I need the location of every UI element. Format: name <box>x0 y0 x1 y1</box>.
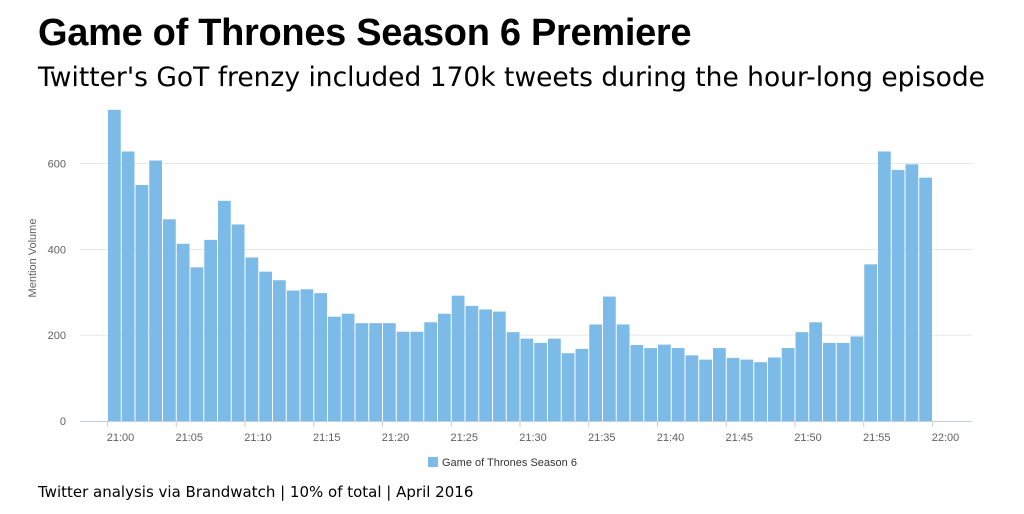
bar[interactable] <box>781 348 795 421</box>
bar[interactable] <box>231 224 245 421</box>
legend-label: Game of Thrones Season 6 <box>442 457 577 469</box>
bar[interactable] <box>520 338 534 421</box>
bar[interactable] <box>603 296 616 421</box>
bar[interactable] <box>121 151 135 422</box>
chart-title: Game of Thrones Season 6 Premiere <box>38 12 692 54</box>
y-axis-title: Mention Volume <box>27 219 39 298</box>
bar[interactable] <box>823 342 836 421</box>
bar[interactable] <box>713 348 726 421</box>
bar[interactable] <box>245 257 259 421</box>
bar[interactable] <box>451 295 465 421</box>
bar[interactable] <box>561 353 575 421</box>
bar[interactable] <box>355 323 369 421</box>
bar[interactable] <box>809 322 822 421</box>
bar[interactable] <box>149 160 162 422</box>
bar[interactable] <box>616 324 630 421</box>
source-note: Twitter analysis via Brandwatch | 10% of… <box>38 483 474 501</box>
y-tick-label: 600 <box>48 159 66 171</box>
bar[interactable] <box>493 311 506 421</box>
bar[interactable] <box>396 331 410 421</box>
x-tick-label: 21:50 <box>794 432 822 444</box>
bar[interactable] <box>699 359 712 421</box>
x-tick-label: 21:55 <box>863 432 891 444</box>
bar[interactable] <box>685 355 699 421</box>
x-tick-label: 21:35 <box>588 432 616 444</box>
bars <box>108 109 932 422</box>
bar[interactable] <box>314 293 327 421</box>
x-tick-label: 21:05 <box>175 432 203 444</box>
bar[interactable] <box>630 345 644 421</box>
bar[interactable] <box>878 151 891 422</box>
bar[interactable] <box>300 289 314 421</box>
bar[interactable] <box>506 332 520 421</box>
bar[interactable] <box>479 309 492 421</box>
x-tick-label: 21:25 <box>450 432 478 444</box>
bar[interactable] <box>589 324 602 421</box>
bar[interactable] <box>850 336 864 421</box>
x-tick-label: 21:40 <box>657 432 685 444</box>
x-tick-label: 21:20 <box>382 432 410 444</box>
bar[interactable] <box>548 338 561 421</box>
bar[interactable] <box>424 322 437 421</box>
bar[interactable] <box>218 200 231 421</box>
bar[interactable] <box>108 109 121 421</box>
bar[interactable] <box>383 323 396 421</box>
bar[interactable] <box>726 357 740 421</box>
bar[interactable] <box>328 316 341 421</box>
x-tick-label: 21:30 <box>519 432 547 444</box>
bar[interactable] <box>273 280 286 421</box>
bar[interactable] <box>341 313 355 421</box>
x-tick-label: 21:45 <box>725 432 753 444</box>
y-tick-label: 400 <box>48 244 66 256</box>
bar[interactable] <box>410 331 424 421</box>
bar[interactable] <box>534 342 547 421</box>
bar[interactable] <box>905 164 919 422</box>
bar[interactable] <box>465 305 479 421</box>
chart-subtitle: Twitter's GoT frenzy included 170k tweet… <box>38 62 985 93</box>
bar[interactable] <box>176 243 190 421</box>
bar[interactable] <box>259 271 272 421</box>
bar[interactable] <box>575 348 589 421</box>
x-tick-label: 21:00 <box>107 432 135 444</box>
x-tick-label: 22:00 <box>932 432 960 444</box>
bar[interactable] <box>204 239 217 421</box>
bar[interactable] <box>891 169 905 421</box>
axes: 0 200 400 600 21:00 21:05 21:10 21:15 21:20 21:25… <box>48 159 972 444</box>
bar[interactable] <box>864 264 877 421</box>
bar[interactable] <box>135 184 149 421</box>
bar[interactable] <box>795 332 809 421</box>
bar[interactable] <box>438 313 451 421</box>
x-tick-label: 21:10 <box>244 432 272 444</box>
bar[interactable] <box>644 348 657 421</box>
bar[interactable] <box>919 177 932 421</box>
bar[interactable] <box>836 342 850 421</box>
bar[interactable] <box>369 323 382 421</box>
bar[interactable] <box>768 357 781 421</box>
legend[interactable]: Game of Thrones Season 6 <box>428 457 577 469</box>
bar[interactable] <box>740 359 754 421</box>
y-tick-label: 200 <box>48 330 66 342</box>
bar[interactable] <box>190 267 204 421</box>
bar[interactable] <box>286 290 300 421</box>
bar[interactable] <box>163 219 176 421</box>
bar[interactable] <box>671 348 685 421</box>
legend-swatch <box>428 457 438 467</box>
x-tick-label: 21:15 <box>313 432 341 444</box>
bar[interactable] <box>754 362 767 421</box>
y-tick-label: 0 <box>60 416 66 428</box>
bar[interactable] <box>658 344 671 421</box>
